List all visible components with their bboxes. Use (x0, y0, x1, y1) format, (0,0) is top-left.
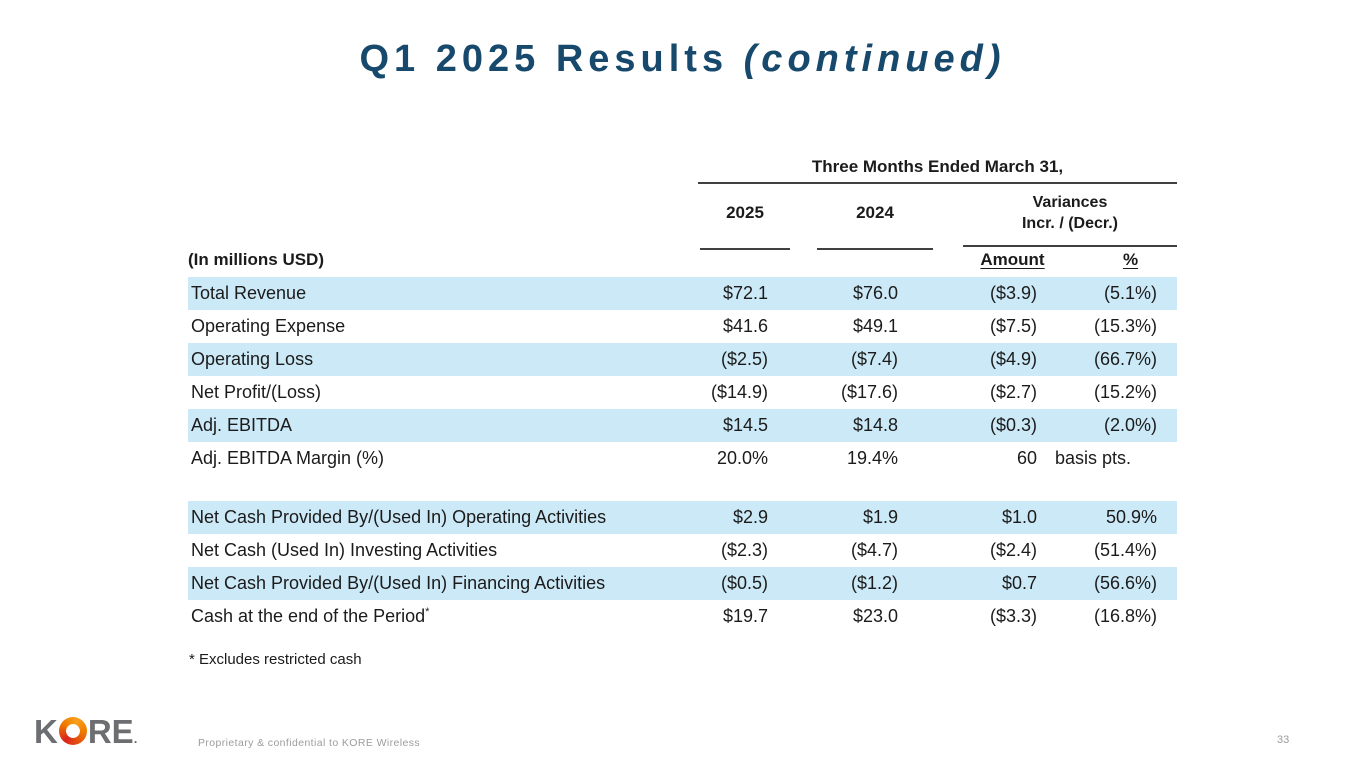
cell-percent: (56.6%) (1093, 573, 1157, 593)
col-header-percent: % (1122, 250, 1139, 269)
cell-2024: 19.4% (846, 448, 898, 468)
table-row: Total Revenue $72.1 $76.0 ($3.9) (5.1%) (188, 277, 1177, 310)
table-row: Net Cash Provided By/(Used In) Financing… (188, 567, 1177, 600)
cell-amount: ($3.9) (989, 283, 1037, 303)
cell-2024: ($4.7) (850, 540, 898, 560)
row-label: Total Revenue (191, 283, 307, 303)
row-label: Operating Expense (191, 316, 346, 336)
cell-percent: 50.9% (1105, 507, 1157, 527)
variances-line2: Incr. / (Decr.) (1021, 215, 1119, 232)
confidentiality-notice: Proprietary & confidential to KORE Wirel… (198, 737, 421, 749)
underline-2025 (700, 248, 790, 250)
section-gap (188, 475, 1177, 501)
cell-amount: $0.7 (1001, 573, 1037, 593)
title-main: Q1 2025 Results (359, 38, 729, 80)
variances-line1: Variances (1032, 194, 1108, 211)
cell-amount: $1.0 (1001, 507, 1037, 527)
cell-2024: $14.8 (852, 415, 898, 435)
cell-amount: 60 (1016, 448, 1037, 468)
cell-amount: ($0.3) (989, 415, 1037, 435)
page-number: 33 (1277, 734, 1290, 746)
financial-table: Three Months Ended March 31, 2025 2024 V… (188, 155, 1177, 633)
row-label: Net Profit/(Loss) (191, 382, 322, 402)
table-row: Net Profit/(Loss) ($14.9) ($17.6) ($2.7)… (188, 376, 1177, 409)
cell-2024: ($7.4) (850, 349, 898, 369)
footnote-marker: * (425, 606, 430, 618)
title-continued: (continued) (743, 38, 1006, 80)
table-header: Three Months Ended March 31, 2025 2024 V… (188, 155, 1177, 277)
cell-2025: ($14.9) (710, 382, 768, 402)
kore-logo: K RE. (34, 713, 137, 758)
table-row: Operating Expense $41.6 $49.1 ($7.5) (15… (188, 310, 1177, 343)
table-row: Operating Loss ($2.5) ($7.4) ($4.9) (66.… (188, 343, 1177, 376)
row-label: Adj. EBITDA (191, 415, 293, 435)
cell-2024: $23.0 (852, 606, 898, 626)
cell-2025: $19.7 (722, 606, 768, 626)
underline-2024 (817, 248, 933, 250)
cell-percent: basis pts. (1055, 448, 1132, 468)
cell-amount: ($4.9) (989, 349, 1037, 369)
cell-percent: (66.7%) (1093, 349, 1157, 369)
cell-percent: (51.4%) (1093, 540, 1157, 560)
col-header-2024: 2024 (856, 203, 894, 222)
page-title: Q1 2025 Results (continued) (0, 38, 1365, 81)
logo-letters-re: RE (87, 713, 134, 750)
logo-letter-k: K (34, 713, 58, 750)
cell-2025: $2.9 (732, 507, 768, 527)
row-label: Net Cash Provided By/(Used In) Financing… (191, 573, 606, 593)
col-header-variances: Variances Incr. / (Decr.) (963, 192, 1177, 234)
cell-amount: ($7.5) (989, 316, 1037, 336)
row-label: Net Cash (Used In) Investing Activities (191, 540, 498, 560)
table-row: Net Cash (Used In) Investing Activities … (188, 534, 1177, 567)
cell-2025: $41.6 (722, 316, 768, 336)
cell-percent: (15.2%) (1093, 382, 1157, 402)
row-label: Net Cash Provided By/(Used In) Operating… (191, 507, 607, 527)
cell-2025: ($2.5) (720, 349, 768, 369)
logo-o-icon (58, 717, 87, 745)
footnote: * Excludes restricted cash (189, 651, 362, 668)
cell-2024: $49.1 (852, 316, 898, 336)
row-label: Cash at the end of the Period* (188, 606, 698, 627)
table-row: Adj. EBITDA $14.5 $14.8 ($0.3) (2.0%) (188, 409, 1177, 442)
cell-2025: $72.1 (722, 283, 768, 303)
cell-percent: (15.3%) (1093, 316, 1157, 336)
table-row: Cash at the end of the Period* $19.7 $23… (188, 600, 1177, 633)
row-label-text: Cash at the end of the Period (191, 606, 426, 626)
col-header-2025: 2025 (726, 203, 764, 222)
col-header-amount: Amount (980, 250, 1045, 269)
cell-2024: ($1.2) (850, 573, 898, 593)
table-row: Net Cash Provided By/(Used In) Operating… (188, 501, 1177, 534)
cell-2025: ($2.3) (720, 540, 768, 560)
cell-2025: 20.0% (716, 448, 768, 468)
cell-2024: $1.9 (862, 507, 898, 527)
cell-2024: $76.0 (852, 283, 898, 303)
units-label: (In millions USD) (188, 250, 324, 269)
row-label: Adj. EBITDA Margin (%) (191, 448, 385, 468)
cell-2024: ($17.6) (840, 382, 898, 402)
cell-percent: (16.8%) (1093, 606, 1157, 626)
col-group-header: Three Months Ended March 31, (698, 157, 1177, 184)
row-label: Operating Loss (191, 349, 314, 369)
cell-amount: ($3.3) (989, 606, 1037, 626)
cell-percent: (2.0%) (1103, 415, 1157, 435)
cell-2025: ($0.5) (720, 573, 768, 593)
table-row: Adj. EBITDA Margin (%) 20.0% 19.4% 60 ba… (188, 442, 1177, 475)
cell-amount: ($2.4) (989, 540, 1037, 560)
cell-2025: $14.5 (722, 415, 768, 435)
logo-dot: . (133, 731, 138, 746)
cell-percent: (5.1%) (1103, 283, 1157, 303)
underline-variances (963, 245, 1177, 247)
cell-amount: ($2.7) (989, 382, 1037, 402)
